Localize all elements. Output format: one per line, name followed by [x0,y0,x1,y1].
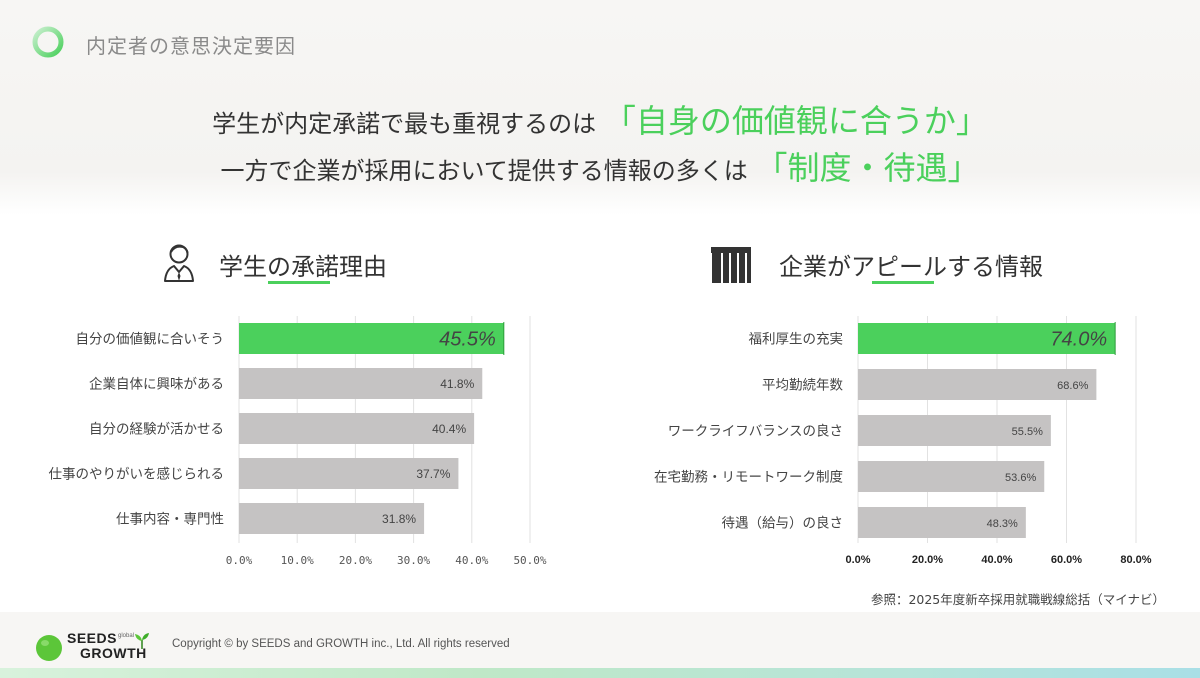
headline-line-1-highlight: 「自身の価値観に合うか」 [603,102,988,140]
logo-global-text: global [118,633,135,639]
chart-1-category-label: 福利厚生の充実 [749,332,844,348]
person-icon [164,244,194,282]
left-section-title: 学生の承諾理由 [219,253,387,281]
right-section-underline [872,281,934,284]
chart-0-value-label: 37.7% [416,467,450,481]
seeds-growth-logo: SEEDS global GROWTH [34,629,154,663]
source-note: 参照：2025年度新卒採用就職戦線総括（マイナビ） [870,592,1165,607]
building-icon [711,247,751,283]
headline-line-2-text: 一方で企業が採用において提供する情報の多くは [220,157,748,185]
chart-1-tick-label: 80.0% [1120,554,1151,566]
chart-0-bar [239,323,504,354]
chart-1-category-label: ワークライフバランスの良さ [668,424,843,440]
chart-1-value-label: 55.5% [1012,426,1043,438]
chart-0-value-label: 45.5% [439,329,496,351]
right-section-title: 企業がアピールする情報 [779,253,1043,281]
chart-0-tick-label: 10.0% [281,554,314,567]
logo-growth-text: GROWTH [80,645,147,661]
chart-0-bar [239,458,459,489]
chart-0-tick-label: 40.0% [455,554,488,567]
chart-1-bar [858,323,1116,354]
chart-1-category-label: 在宅勤務・リモートワーク制度 [654,470,843,486]
chart-1-category-label: 平均勤続年数 [762,378,843,394]
sprout-icon [135,633,149,649]
chart-1-value-label: 74.0% [1050,329,1107,351]
chart-1-category-label: 待遇（給与）の良さ [722,516,844,532]
chart-1-tick-label: 60.0% [1051,554,1082,566]
chart-1-value-label: 53.6% [1005,472,1036,484]
seed-icon [36,635,62,661]
copyright-text: Copyright © by SEEDS and GROWTH inc., Lt… [172,638,510,650]
chart-1-bar [858,507,1026,538]
left-section-underline [268,281,330,284]
chart-1-bar [858,369,1097,400]
logo-seeds-text: SEEDS [67,630,117,646]
chart-0-bar [239,368,483,399]
chart-1-tick-label: 20.0% [912,554,943,566]
chart-0-category-label: 企業自体に興味がある [89,376,224,393]
headline-line-2-highlight: 「制度・待遇」 [755,149,980,187]
headline-line-1: 学生が内定承諾で最も重視するのは 「自身の価値観に合うか」 [0,96,1200,142]
footer-gradient-line [0,668,1200,678]
chart-0-value-label: 31.8% [382,512,416,526]
chart-1-tick-label: 40.0% [981,554,1012,566]
chart-0-category-label: 自分の経験が活かせる [89,422,224,438]
chart-1-tick-label: 0.0% [845,554,870,566]
page-title: 内定者の意思決定要因 [86,34,296,58]
chart-0-value-label: 41.8% [440,377,474,391]
chart-1-value-label: 48.3% [987,518,1018,530]
chart-0-category-label: 仕事内容・専門性 [116,511,224,528]
footer-band [0,612,1200,678]
chart-1-bar [858,461,1045,492]
headline-line-1-text: 学生が内定承諾で最も重視するのは [212,110,597,138]
chart-0-value-label: 40.4% [432,422,466,436]
headline-line-2: 一方で企業が採用において提供する情報の多くは 「制度・待遇」 [0,143,1200,189]
chart-1-bar [858,415,1051,446]
chart-0-bar [239,413,475,444]
chart-1-value-label: 68.6% [1057,380,1088,392]
header-band [0,0,1200,215]
chart-0-category-label: 仕事のやりがいを感じられる [49,466,225,483]
chart-0-tick-label: 50.0% [513,554,546,567]
ring-logo-icon [32,26,64,58]
chart-0-tick-label: 20.0% [339,554,372,567]
chart-0-tick-label: 30.0% [397,554,430,567]
chart-0-tick-label: 0.0% [226,554,253,567]
chart-0-category-label: 自分の価値観に合いそう [76,331,225,348]
chart-0-bar [239,503,425,534]
